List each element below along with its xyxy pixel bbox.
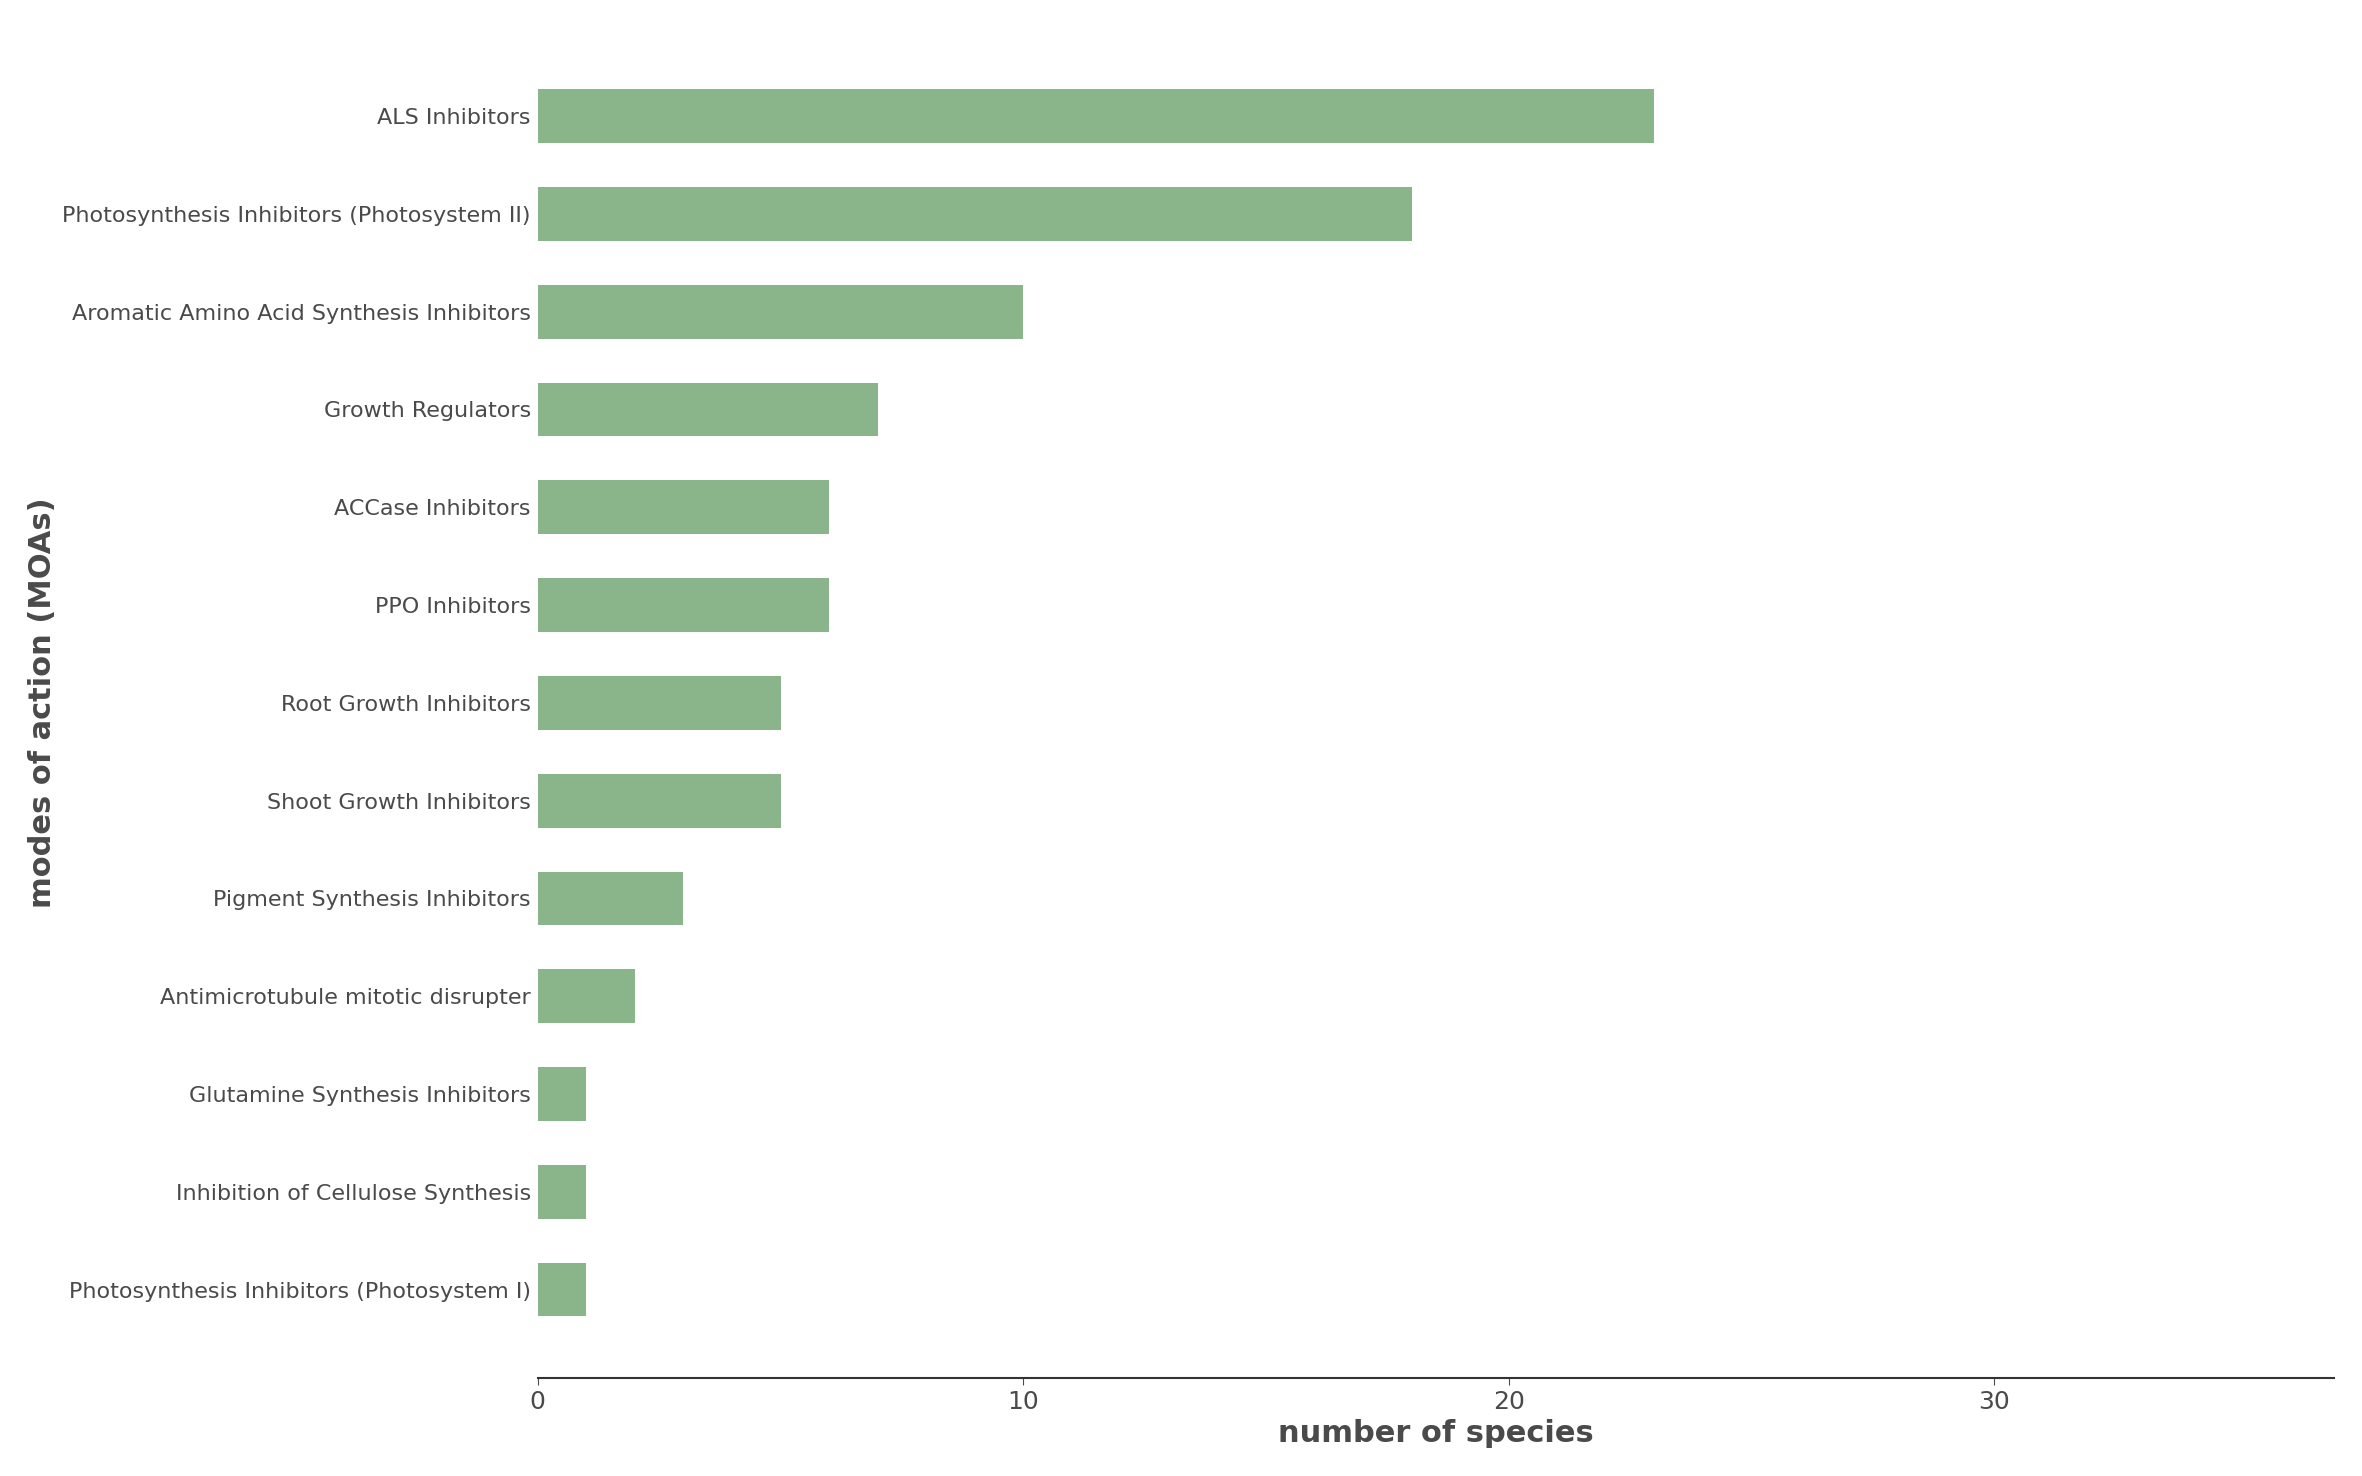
Bar: [539, 676, 779, 729]
Bar: [539, 1165, 586, 1219]
Y-axis label: modes of action (MOAs): modes of action (MOAs): [28, 497, 57, 908]
Bar: [539, 1067, 586, 1120]
Bar: [539, 382, 879, 437]
Bar: [539, 1262, 586, 1317]
Bar: [539, 285, 1023, 338]
Bar: [539, 579, 829, 632]
Bar: [539, 871, 683, 925]
Bar: [539, 89, 1653, 143]
X-axis label: number of species: number of species: [1278, 1420, 1594, 1448]
Bar: [539, 970, 635, 1023]
Bar: [539, 480, 829, 534]
Bar: [539, 187, 1412, 241]
Bar: [539, 773, 779, 828]
